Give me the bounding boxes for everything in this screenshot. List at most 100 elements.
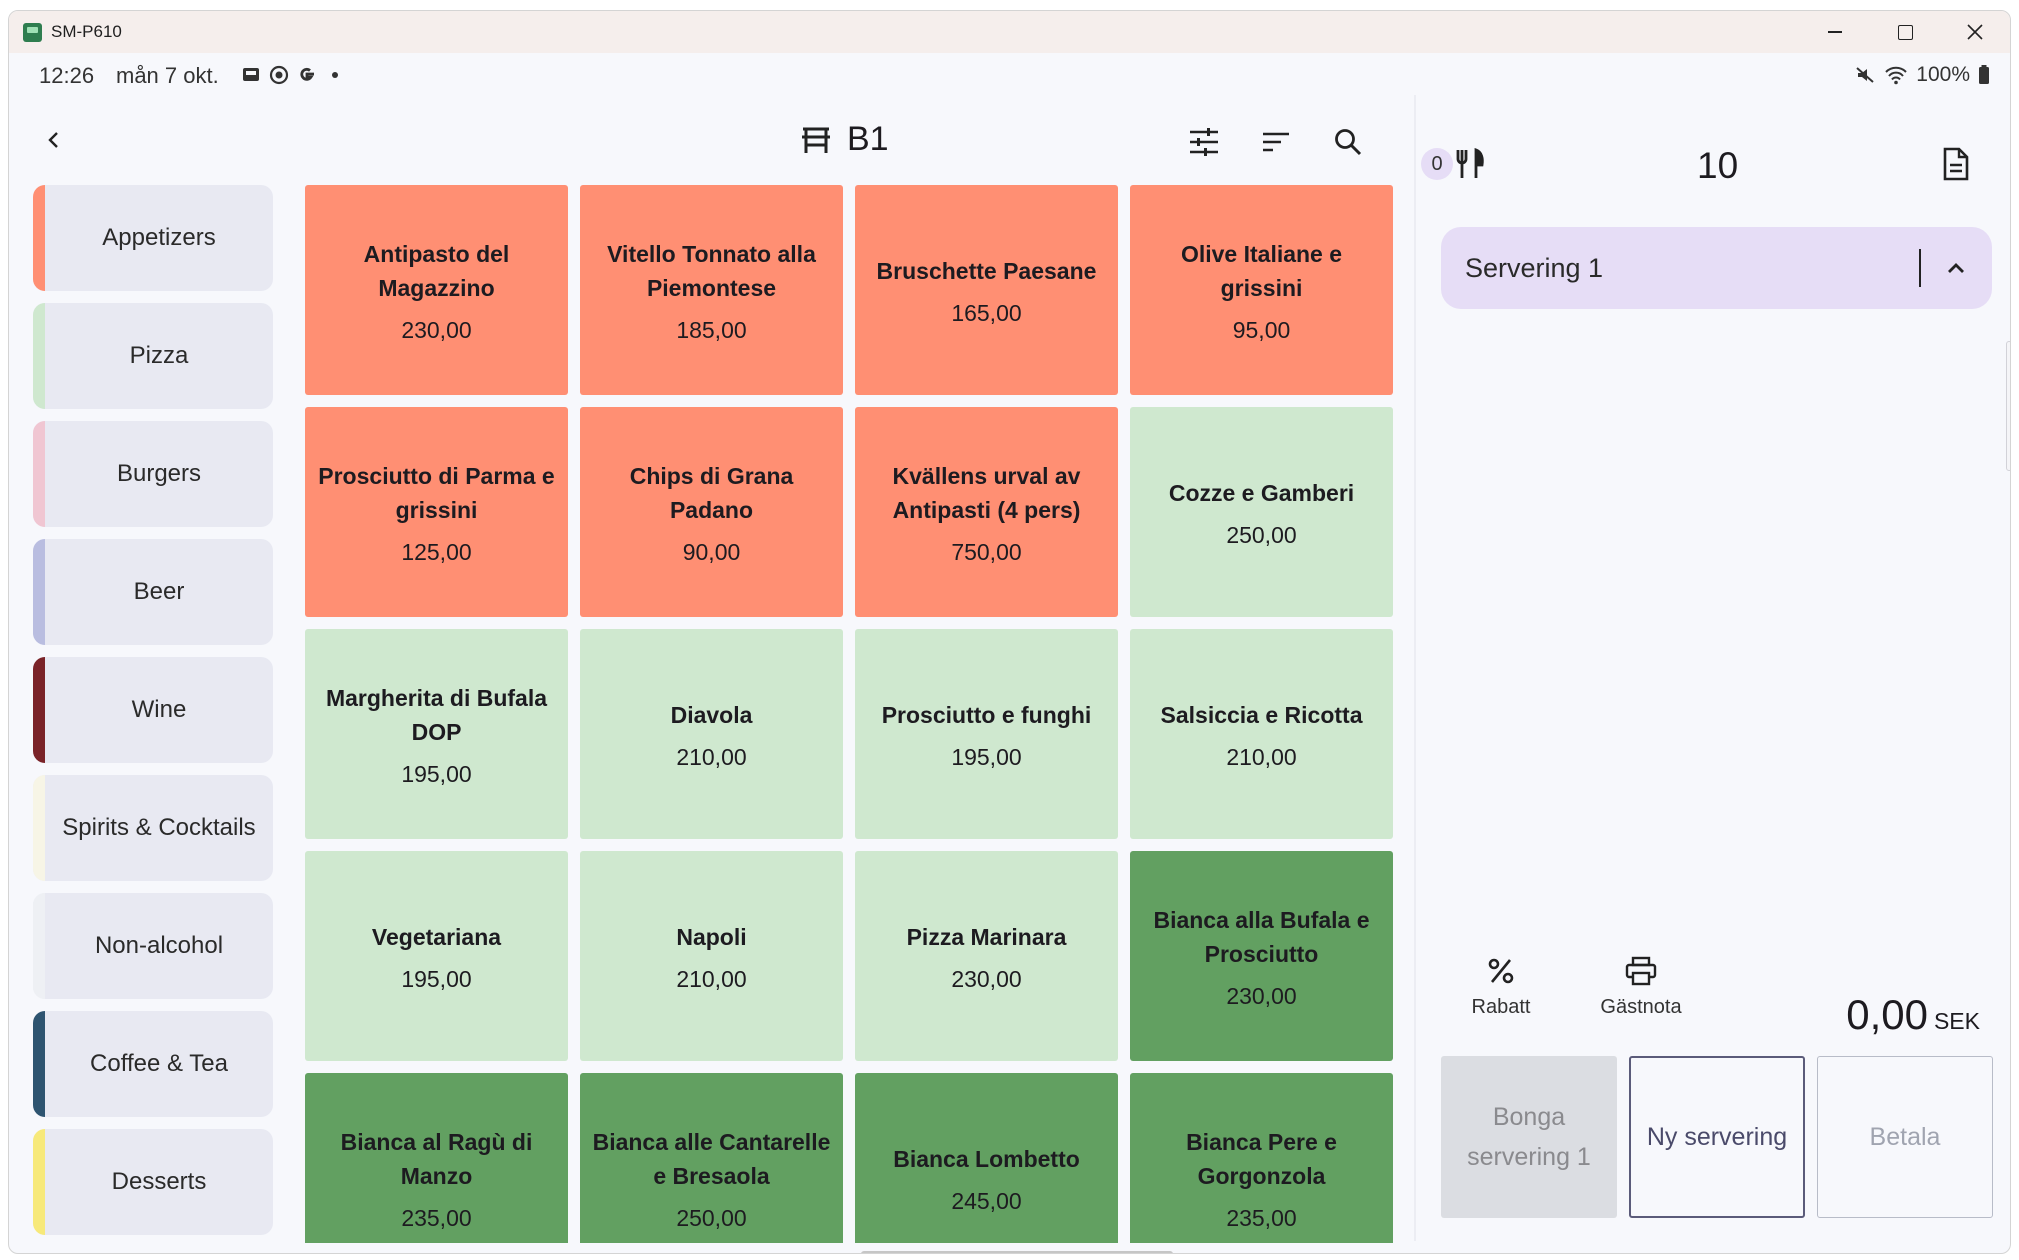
- product-tile[interactable]: Bianca alle Cantarelle e Bresaola 250,00: [580, 1073, 843, 1243]
- category-color-stripe: [33, 775, 45, 881]
- category-beer[interactable]: Beer: [33, 539, 273, 645]
- table-title[interactable]: B1: [799, 120, 889, 159]
- guest-count-badge[interactable]: 0: [1421, 148, 1453, 180]
- printer-icon: [1625, 956, 1657, 986]
- mute-icon: [1856, 67, 1874, 83]
- product-price: 210,00: [1226, 743, 1297, 770]
- product-tile[interactable]: Chips di Grana Padano 90,00: [580, 407, 843, 617]
- order-scrollbar[interactable]: [2006, 341, 2010, 471]
- product-price: 250,00: [1226, 521, 1297, 548]
- serving-collapse-button[interactable]: [1939, 251, 1973, 285]
- category-appetizers[interactable]: Appetizers: [33, 185, 273, 291]
- minimize-button[interactable]: [1800, 11, 1870, 53]
- product-name: Cozze e Gamberi: [1168, 479, 1355, 506]
- total-value: 0,00: [1846, 991, 1928, 1038]
- category-pizza[interactable]: Pizza: [33, 303, 273, 409]
- product-tile[interactable]: Olive Italiane e grissini 95,00: [1130, 185, 1393, 395]
- product-name: Prosciutto e funghi: [881, 701, 1092, 728]
- google-icon: [297, 65, 317, 85]
- product-price: 245,00: [951, 1187, 1022, 1214]
- notification-app-icon: [241, 65, 261, 85]
- category-list: Appetizers Pizza Burgers Beer Wine Spiri…: [33, 185, 273, 1247]
- product-tile[interactable]: Antipasto del Magazzino 230,00: [305, 185, 568, 395]
- header-actions: [1179, 117, 1373, 167]
- cutlery-button[interactable]: [1453, 147, 1487, 186]
- product-tile[interactable]: Vitello Tonnato alla Piemontese 185,00: [580, 185, 843, 395]
- product-tile[interactable]: Bruschette Paesane 165,00: [855, 185, 1118, 395]
- percent-icon: [1488, 958, 1514, 984]
- product-tile[interactable]: Kvällens urval av Antipasti (4 pers) 750,…: [855, 407, 1118, 617]
- more-notifications-dot: [325, 65, 345, 85]
- category-coffee-tea[interactable]: Coffee & Tea: [33, 1011, 273, 1117]
- product-price: 230,00: [1226, 982, 1297, 1009]
- product-tile[interactable]: Vegetariana 195,00: [305, 851, 568, 1061]
- category-color-stripe: [33, 421, 45, 527]
- product-price: 95,00: [1232, 316, 1291, 343]
- window-title: SM-P610: [51, 22, 122, 41]
- close-window-button[interactable]: [1940, 11, 2010, 53]
- product-tile[interactable]: Salsiccia e Ricotta 210,00: [1130, 629, 1393, 839]
- serving-header[interactable]: Servering 1: [1441, 227, 1992, 309]
- category-label: Coffee & Tea: [90, 1050, 228, 1077]
- product-price: 195,00: [951, 743, 1022, 770]
- receipt-button[interactable]: [1942, 147, 1970, 186]
- chevron-left-icon: [48, 132, 58, 148]
- status-bar: 12:26 mån 7 okt. 100%: [9, 53, 2010, 95]
- home-indicator[interactable]: [861, 1251, 1173, 1253]
- product-tile[interactable]: Bianca Pere e Gorgonzola 235,00: [1130, 1073, 1393, 1243]
- product-name: Bianca Pere e Gorgonzola: [1186, 1128, 1337, 1189]
- product-tile[interactable]: Diavola 210,00: [580, 629, 843, 839]
- product-tile[interactable]: Prosciutto di Parma e grissini 125,00: [305, 407, 568, 617]
- sort-icon: [1263, 132, 1289, 152]
- guest-note-button[interactable]: Gästnota: [1581, 956, 1701, 1019]
- product-name: Bianca alle Cantarelle e Bresaola: [592, 1128, 831, 1189]
- product-tile[interactable]: Bianca alla Bufala e Prosciutto 230,00: [1130, 851, 1393, 1061]
- title-bar: SM-P610: [9, 11, 2010, 53]
- category-label: Non-alcohol: [94, 932, 224, 959]
- product-price: 230,00: [401, 316, 472, 343]
- product-tile[interactable]: Napoli 210,00: [580, 851, 843, 1061]
- category-burgers[interactable]: Burgers: [33, 421, 273, 527]
- maximize-button[interactable]: [1870, 11, 1940, 53]
- category-color-stripe: [33, 657, 45, 763]
- category-color-stripe: [33, 303, 45, 409]
- pay-button[interactable]: Betala: [1817, 1056, 1993, 1218]
- product-price: 250,00: [676, 1204, 747, 1231]
- product-price: 235,00: [401, 1204, 472, 1231]
- notification-icons: [241, 65, 345, 85]
- product-tile[interactable]: Pizza Marinara 230,00: [855, 851, 1118, 1061]
- category-color-stripe: [33, 1129, 45, 1235]
- search-button[interactable]: [1323, 117, 1373, 167]
- product-tile[interactable]: Prosciutto e funghi 195,00: [855, 629, 1118, 839]
- battery-percent: 100%: [1916, 63, 1970, 86]
- serving-label: Servering 1: [1465, 253, 1604, 283]
- product-price: 230,00: [951, 965, 1022, 992]
- product-price: 90,00: [682, 538, 741, 565]
- product-price: 125,00: [401, 538, 472, 565]
- back-button[interactable]: [29, 115, 79, 165]
- discount-button[interactable]: Rabatt: [1441, 956, 1561, 1019]
- product-tile[interactable]: Margherita di Bufala DOP 195,00: [305, 629, 568, 839]
- category-non-alcohol[interactable]: Non-alcohol: [33, 893, 273, 999]
- product-price: 195,00: [401, 760, 472, 787]
- product-price: 165,00: [951, 299, 1022, 326]
- order-actions: Rabatt Gästnota: [1441, 956, 2001, 1036]
- product-price: 210,00: [676, 743, 747, 770]
- product-tile[interactable]: Cozze e Gamberi 250,00: [1130, 407, 1393, 617]
- category-wine[interactable]: Wine: [33, 657, 273, 763]
- category-spirits-cocktails[interactable]: Spirits & Cocktails: [33, 775, 273, 881]
- sort-button[interactable]: [1251, 117, 1301, 167]
- send-serving-button[interactable]: Bonga servering 1: [1441, 1056, 1617, 1218]
- new-serving-button[interactable]: Ny servering: [1629, 1056, 1805, 1218]
- category-desserts[interactable]: Desserts: [33, 1129, 273, 1235]
- product-tile[interactable]: Bianca Lombetto 245,00: [855, 1073, 1118, 1243]
- window-controls: [1800, 11, 2010, 53]
- status-date: mån 7 okt.: [116, 63, 219, 88]
- category-label: Appetizers: [102, 224, 216, 251]
- filter-button[interactable]: [1179, 117, 1229, 167]
- product-name: Salsiccia e Ricotta: [1160, 701, 1363, 728]
- table-name: B1: [847, 120, 889, 158]
- category-label: Wine: [131, 696, 187, 723]
- chevron-up-icon: [1948, 263, 1964, 273]
- product-tile[interactable]: Bianca al Ragù di Manzo 235,00: [305, 1073, 568, 1243]
